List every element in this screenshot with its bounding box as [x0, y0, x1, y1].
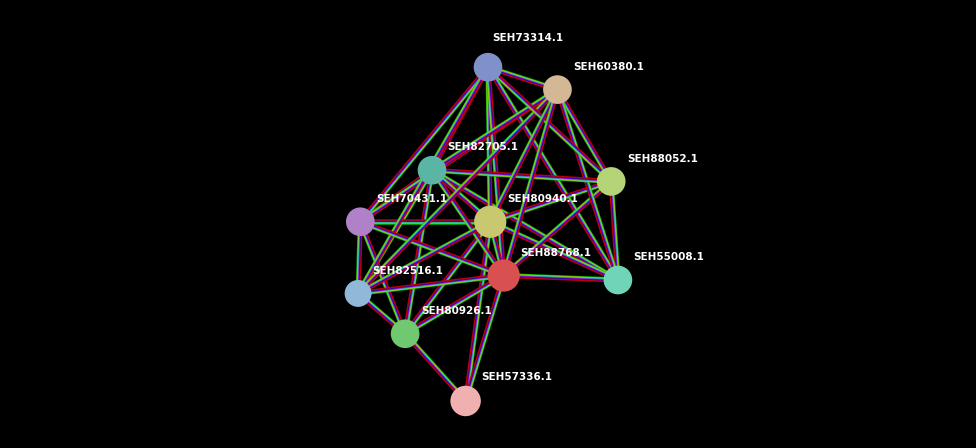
Text: SEH80926.1: SEH80926.1 — [421, 306, 492, 316]
Text: SEH70431.1: SEH70431.1 — [376, 194, 447, 204]
Text: SEH88052.1: SEH88052.1 — [627, 154, 698, 164]
Circle shape — [346, 207, 375, 236]
Circle shape — [603, 266, 632, 294]
Text: SEH82516.1: SEH82516.1 — [373, 267, 443, 276]
Text: SEH88768.1: SEH88768.1 — [521, 248, 591, 258]
Circle shape — [488, 259, 520, 292]
Circle shape — [450, 386, 481, 416]
Circle shape — [345, 280, 372, 307]
Circle shape — [543, 75, 572, 104]
Text: SEH60380.1: SEH60380.1 — [573, 62, 644, 72]
Text: SEH57336.1: SEH57336.1 — [481, 372, 552, 382]
Circle shape — [390, 319, 420, 348]
Circle shape — [418, 156, 446, 185]
Circle shape — [474, 206, 507, 238]
Circle shape — [473, 53, 503, 82]
Text: SEH73314.1: SEH73314.1 — [493, 33, 563, 43]
Text: SEH82705.1: SEH82705.1 — [448, 142, 518, 152]
Circle shape — [597, 167, 626, 196]
Text: SEH55008.1: SEH55008.1 — [633, 252, 705, 262]
Text: SEH80940.1: SEH80940.1 — [508, 194, 578, 204]
